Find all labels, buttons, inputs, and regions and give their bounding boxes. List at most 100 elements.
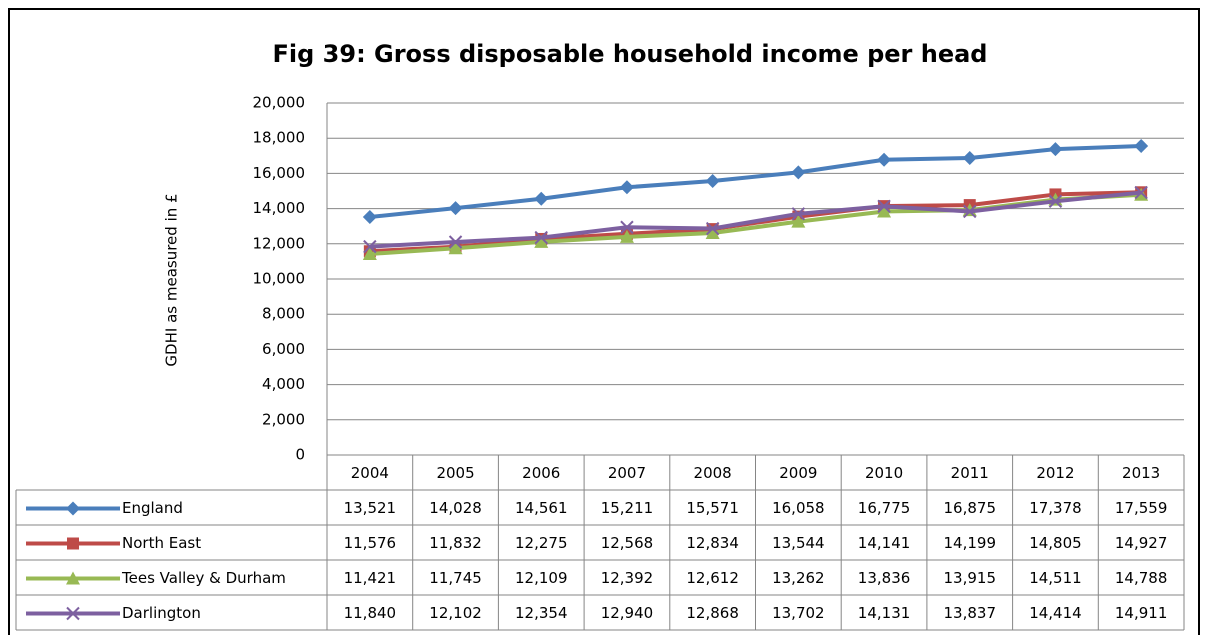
table-cell: 13,544	[772, 534, 825, 552]
y-tick-label: 20,000	[253, 94, 306, 112]
table-cell: 15,571	[686, 499, 739, 517]
marker	[534, 230, 548, 245]
x-tick-label: 2004	[351, 464, 389, 482]
table-cell: 14,414	[1029, 604, 1082, 622]
marker	[877, 199, 891, 214]
table-cell: 14,927	[1115, 534, 1168, 552]
marker	[877, 152, 892, 167]
y-tick-label: 10,000	[253, 270, 306, 288]
x-tick-label: 2010	[865, 464, 903, 482]
y-tick-label: 6,000	[262, 340, 305, 358]
y-tick-label: 0	[295, 446, 305, 464]
table-cell: 12,612	[686, 569, 739, 587]
x-tick-label: 2013	[1122, 464, 1160, 482]
table-cell: 12,868	[686, 604, 739, 622]
x-tick-label: 2006	[522, 464, 560, 482]
series-line	[369, 143, 1142, 220]
table-cell: 11,840	[344, 604, 397, 622]
chart-title: Fig 39: Gross disposable household incom…	[273, 40, 988, 68]
y-tick-label: 14,000	[253, 199, 306, 217]
legend-label: North East	[122, 534, 201, 552]
table-cell: 11,576	[344, 534, 397, 552]
x-tick-label: 2008	[694, 464, 732, 482]
table-cell: 14,141	[858, 534, 911, 552]
marker	[1134, 185, 1148, 200]
marker	[66, 501, 80, 516]
table-cell: 12,354	[515, 604, 568, 622]
table-cell: 13,837	[944, 604, 997, 622]
table-cell: 12,834	[686, 534, 739, 552]
marker	[705, 221, 720, 236]
x-tick-label: 2011	[951, 464, 989, 482]
marker	[534, 191, 549, 206]
marker	[67, 537, 79, 550]
marker	[1048, 194, 1063, 209]
table-cell: 11,832	[429, 534, 482, 552]
marker	[362, 246, 377, 260]
y-tick-label: 4,000	[262, 375, 305, 393]
y-tick-label: 2,000	[262, 410, 305, 428]
table-cell: 13,836	[858, 569, 911, 587]
table-cell: 14,788	[1115, 569, 1168, 587]
table-cell: 14,131	[858, 604, 911, 622]
marker	[619, 229, 634, 243]
table-cell: 15,211	[601, 499, 654, 517]
marker	[66, 606, 80, 621]
marker	[1134, 138, 1149, 153]
marker	[620, 220, 634, 234]
chart-border	[8, 8, 1200, 635]
marker	[791, 207, 806, 221]
y-tick-label: 16,000	[253, 164, 306, 182]
y-tick-label: 8,000	[262, 305, 305, 323]
table-cell: 14,028	[429, 499, 482, 517]
marker	[1048, 142, 1063, 157]
table-cell: 13,521	[344, 499, 397, 517]
marker	[619, 180, 634, 195]
table-cell: 12,109	[515, 569, 568, 587]
marker	[448, 235, 463, 249]
table-cell: 12,940	[601, 604, 654, 622]
table-cell: 14,561	[515, 499, 568, 517]
marker	[448, 241, 463, 255]
x-tick-label: 2007	[608, 464, 646, 482]
table-cell: 16,775	[858, 499, 911, 517]
legend-label: England	[122, 499, 183, 517]
marker	[363, 239, 377, 254]
table-cell: 11,421	[344, 569, 397, 587]
table-cell: 14,511	[1029, 569, 1082, 587]
marker	[66, 571, 80, 585]
marker	[962, 151, 977, 165]
marker	[791, 165, 806, 180]
table-cell: 13,915	[944, 569, 997, 587]
table-cell: 16,875	[944, 499, 997, 517]
marker	[791, 214, 806, 228]
table-cell: 12,392	[601, 569, 654, 587]
y-tick-label: 12,000	[253, 234, 306, 252]
legend-label: Darlington	[122, 604, 201, 622]
table-cell: 17,559	[1115, 499, 1168, 517]
table-cell: 14,805	[1029, 534, 1082, 552]
legend-label: Tees Valley & Durham	[121, 569, 286, 587]
marker	[362, 210, 377, 225]
x-tick-label: 2012	[1036, 464, 1074, 482]
table-cell: 14,911	[1115, 604, 1168, 622]
table-cell: 14,199	[944, 534, 997, 552]
y-axis-label: GDHI as measured in £	[163, 193, 181, 366]
table-cell: 12,568	[601, 534, 654, 552]
table-cell: 11,745	[429, 569, 482, 587]
x-tick-label: 2009	[779, 464, 817, 482]
table-cell: 12,275	[515, 534, 568, 552]
marker	[963, 204, 977, 219]
table-cell: 16,058	[772, 499, 825, 517]
marker	[448, 201, 463, 216]
table-cell: 17,378	[1029, 499, 1082, 517]
x-tick-label: 2005	[436, 464, 474, 482]
y-tick-label: 18,000	[253, 129, 306, 147]
marker	[877, 204, 892, 218]
marker	[705, 173, 720, 188]
marker	[534, 234, 549, 248]
series-line	[369, 190, 1142, 249]
table-cell: 13,262	[772, 569, 825, 587]
table-cell: 13,702	[772, 604, 825, 622]
